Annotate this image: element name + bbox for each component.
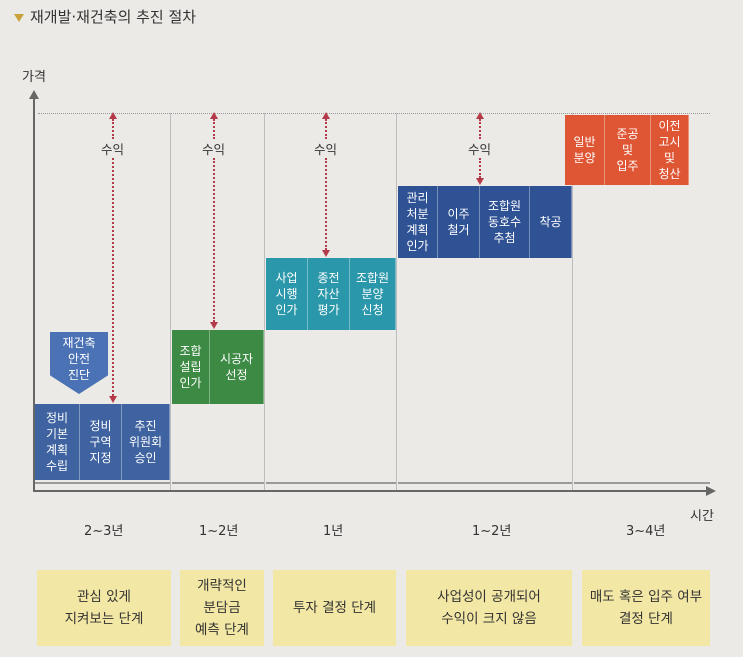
profit-arrow-line <box>325 158 327 250</box>
stage-separator <box>396 113 397 490</box>
profit-arrow-line <box>325 119 327 139</box>
safety-inspection-marker: 재건축 안전 진단 <box>50 332 108 394</box>
step-box: 정비 기본 계획 수립 <box>35 404 80 480</box>
baseline-segment <box>35 482 170 484</box>
profit-arrow-line <box>112 119 114 139</box>
profit-arrow-up-icon <box>322 112 330 119</box>
stage-separator <box>572 113 573 490</box>
profit-arrow-line <box>213 119 215 139</box>
stage-description: 개략적인 분담금 예측 단계 <box>180 570 264 646</box>
profit-label: 수익 <box>468 142 492 157</box>
profit-arrow-line <box>479 119 481 139</box>
profit-arrow-down-icon <box>322 250 330 257</box>
profit-arrow-down-icon <box>476 178 484 185</box>
baseline-segment <box>574 482 710 484</box>
price-ceiling-line <box>38 113 710 114</box>
period-label: 2~3년 <box>84 524 124 539</box>
baseline-segment <box>398 482 572 484</box>
y-axis-label: 가격 <box>22 70 46 85</box>
step-box: 사업 시행 인가 <box>266 258 308 330</box>
x-axis-arrow-icon <box>706 486 716 496</box>
period-label: 1년 <box>323 524 344 539</box>
profit-arrow-up-icon <box>109 112 117 119</box>
period-label: 3~4년 <box>626 524 666 539</box>
profit-arrow-down-icon <box>210 322 218 329</box>
step-box: 준공 및 입주 <box>605 115 651 185</box>
step-box: 일반 분양 <box>565 115 605 185</box>
profit-arrow-line <box>112 158 114 396</box>
profit-arrow-line <box>213 158 215 322</box>
baseline-segment <box>172 482 264 484</box>
baseline-segment <box>266 482 396 484</box>
profit-label: 수익 <box>314 142 338 157</box>
stage-description: 투자 결정 단계 <box>273 570 396 646</box>
step-box: 종전 자산 평가 <box>308 258 350 330</box>
step-box: 착공 <box>530 186 572 258</box>
step-box: 추진 위원회 승인 <box>122 404 170 480</box>
profit-arrow-up-icon <box>476 112 484 119</box>
profit-arrow-up-icon <box>210 112 218 119</box>
step-box: 조합원 동호수 추첨 <box>480 186 530 258</box>
profit-label: 수익 <box>101 142 125 157</box>
step-box: 이전 고시 및 청산 <box>651 115 689 185</box>
x-axis-label: 시간 <box>690 509 714 524</box>
y-axis <box>33 96 35 492</box>
step-box: 정비 구역 지정 <box>80 404 122 480</box>
step-box: 시공자 선정 <box>210 330 264 404</box>
period-label: 1~2년 <box>199 524 239 539</box>
profit-arrow-line <box>479 158 481 178</box>
step-box: 관리 처분 계획 인가 <box>398 186 438 258</box>
y-axis-arrow-icon <box>29 90 39 99</box>
x-axis <box>33 490 709 492</box>
profit-label: 수익 <box>202 142 226 157</box>
page-title: 재개발·재건축의 추진 절차 <box>30 8 197 26</box>
profit-arrow-down-icon <box>109 396 117 403</box>
period-label: 1~2년 <box>472 524 512 539</box>
title-bullet-icon <box>14 14 24 22</box>
step-box: 이주 철거 <box>438 186 480 258</box>
stage-description: 사업성이 공개되어 수익이 크지 않음 <box>406 570 572 646</box>
step-box: 조합원 분양 신청 <box>350 258 396 330</box>
stage-separator <box>264 113 265 490</box>
step-box: 조합 설립 인가 <box>172 330 210 404</box>
stage-separator <box>170 113 171 490</box>
stage-description: 관심 있게 지켜보는 단계 <box>37 570 171 646</box>
stage-description: 매도 혹은 입주 여부 결정 단계 <box>582 570 710 646</box>
